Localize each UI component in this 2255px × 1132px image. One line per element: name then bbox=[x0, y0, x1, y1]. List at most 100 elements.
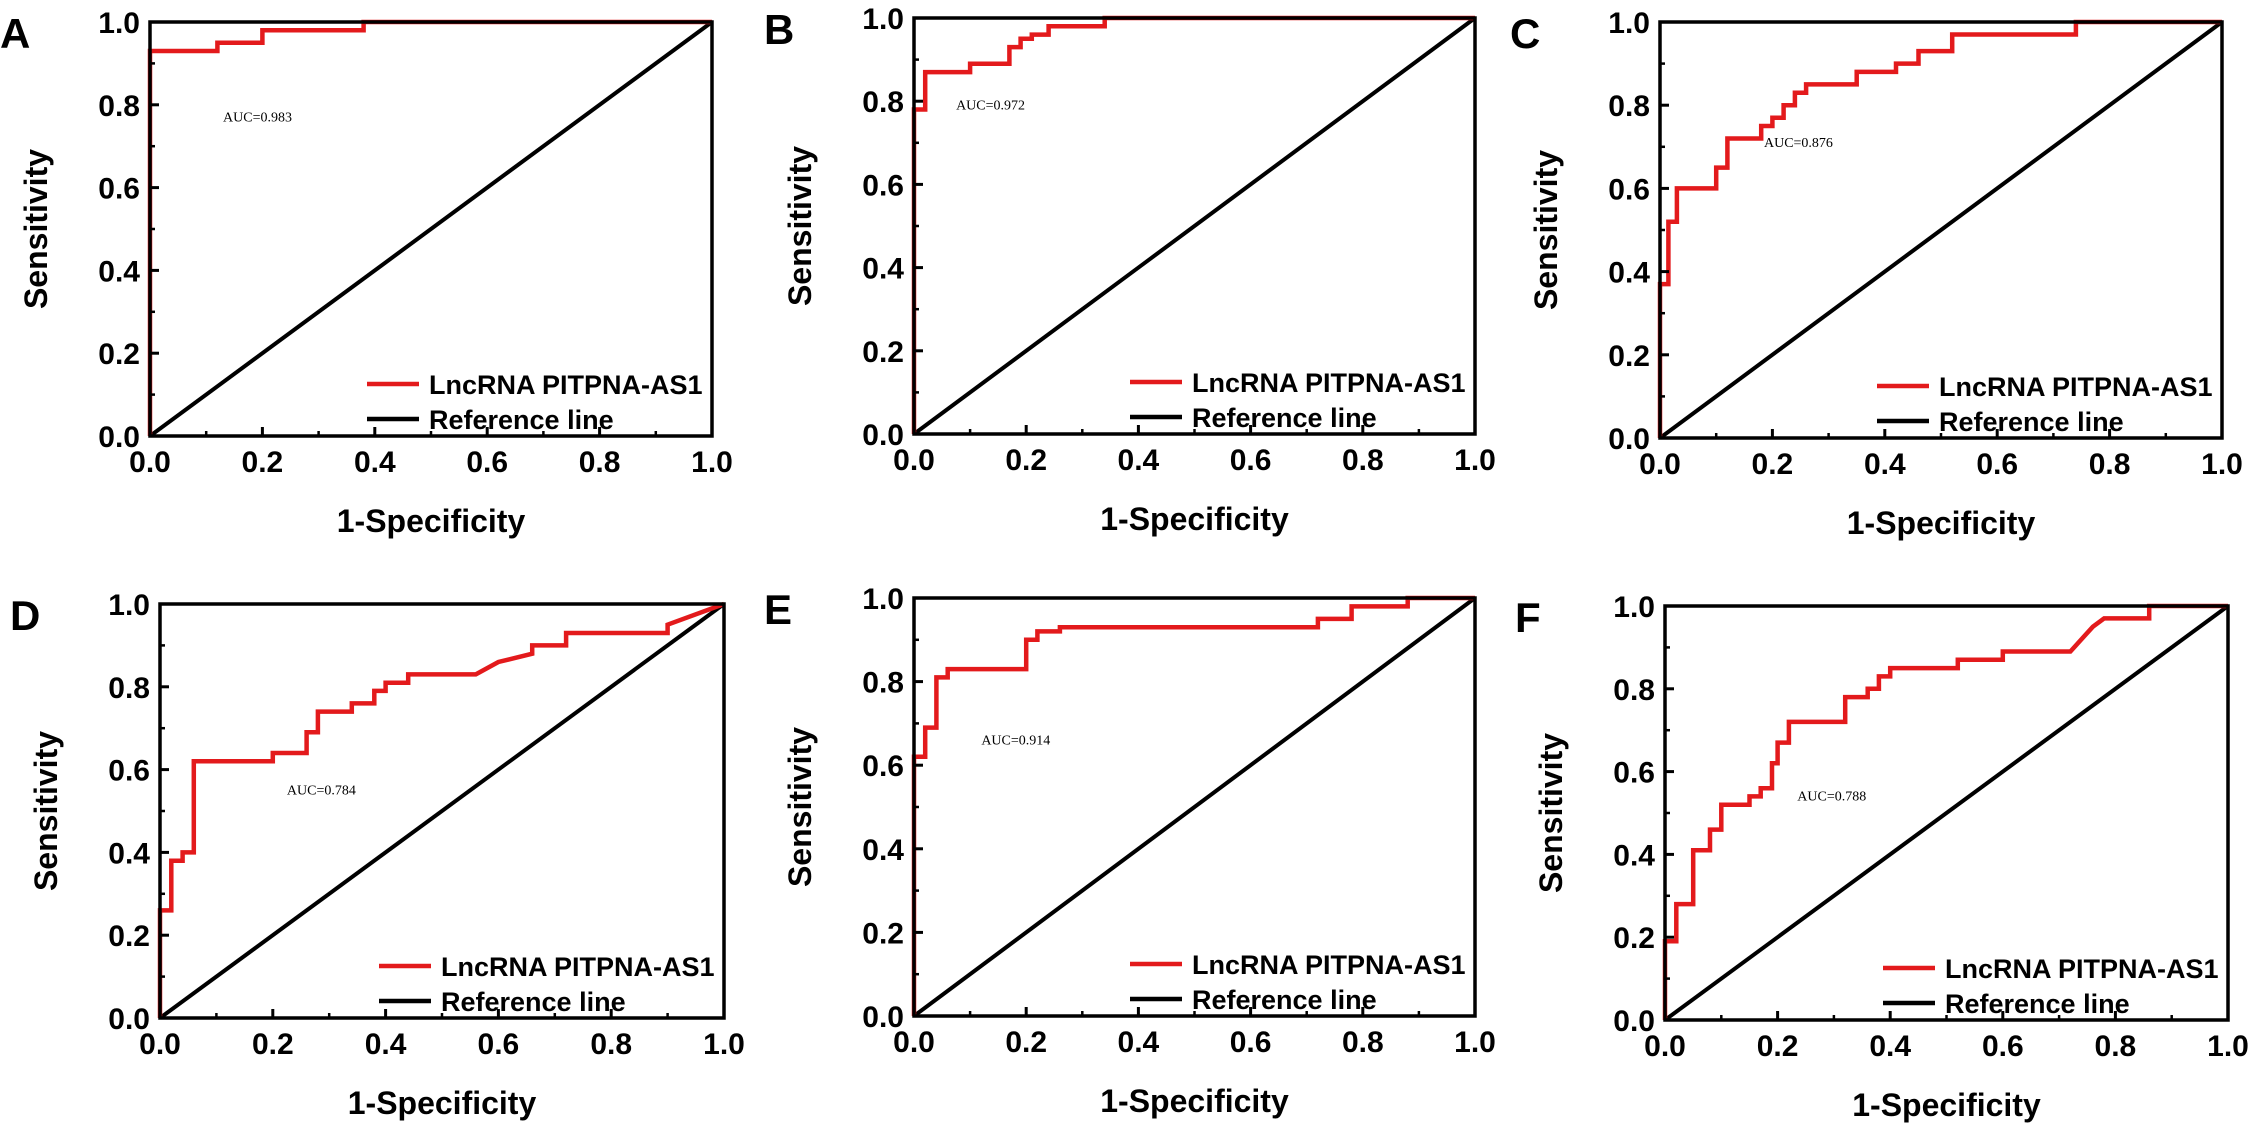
auc-annotation: AUC=0.788 bbox=[1797, 790, 1866, 805]
x-tick-label: 0.8 bbox=[1342, 444, 1384, 477]
y-tick-label: 0.8 bbox=[1608, 90, 1650, 123]
y-axis-title: Sensitivity bbox=[1533, 733, 1569, 893]
auc-annotation: AUC=0.983 bbox=[223, 110, 292, 125]
y-tick-label: 0.2 bbox=[98, 338, 140, 371]
x-tick-label: 0.8 bbox=[590, 1028, 632, 1061]
x-axis-title: 1-Specificity bbox=[1847, 505, 2036, 541]
y-tick-label: 0.0 bbox=[108, 1003, 150, 1036]
x-tick-label: 0.2 bbox=[1752, 448, 1794, 481]
x-axis-title: 1-Specificity bbox=[1100, 501, 1289, 537]
panel-letter-f: F bbox=[1515, 594, 1541, 641]
y-tick-label: 0.4 bbox=[108, 837, 150, 870]
x-tick-label: 0.4 bbox=[365, 1028, 407, 1061]
y-tick-label: 0.8 bbox=[862, 667, 904, 700]
x-tick-label: 0.0 bbox=[893, 1026, 935, 1059]
y-tick-label: 0.6 bbox=[862, 750, 904, 783]
roc-curve-line bbox=[911, 15, 1475, 434]
y-tick-label: 0.0 bbox=[1608, 423, 1650, 456]
y-tick-label: 0.4 bbox=[98, 255, 140, 288]
x-tick-label: 0.8 bbox=[1342, 1026, 1384, 1059]
x-tick-label: 1.0 bbox=[691, 446, 733, 479]
y-tick-label: 0.6 bbox=[108, 755, 150, 788]
x-tick-label: 0.4 bbox=[354, 446, 396, 479]
y-tick-label: 0.0 bbox=[98, 421, 140, 454]
roc-curve-line bbox=[147, 19, 712, 436]
legend: LncRNA PITPNA-AS1 Reference line bbox=[367, 370, 703, 435]
x-tick-label: 0.2 bbox=[252, 1028, 294, 1061]
reference-line bbox=[1658, 20, 2224, 440]
x-tick-label: 1.0 bbox=[2201, 448, 2243, 481]
auc-annotation: AUC=0.876 bbox=[1764, 136, 1833, 151]
panel-letter-c: C bbox=[1510, 10, 1540, 57]
y-tick-label: 0.0 bbox=[862, 1001, 904, 1034]
legend-label-reference: Reference line bbox=[441, 987, 626, 1017]
x-tick-label: 0.6 bbox=[1230, 444, 1272, 477]
y-tick-label: 0.6 bbox=[1613, 757, 1655, 790]
reference-line bbox=[148, 20, 714, 438]
x-tick-label: 0.4 bbox=[1869, 1030, 1911, 1063]
y-tick-label: 0.6 bbox=[862, 169, 904, 202]
legend: LncRNA PITPNA-AS1 Reference line bbox=[379, 952, 715, 1017]
y-tick-label: 0.6 bbox=[1608, 173, 1650, 206]
roc-panel-f: F 0.0 0.2 0.4 0.6 0.8 1.0 0.0 0.2 0.4 0.6 0.8 1.0 1-S… bbox=[1515, 591, 2249, 1123]
x-tick-label: 0.0 bbox=[129, 446, 171, 479]
reference-line bbox=[158, 602, 726, 1020]
panel-letter-b: B bbox=[764, 6, 794, 53]
legend: LncRNA PITPNA-AS1 Reference line bbox=[1883, 954, 2219, 1019]
y-tick-label: 0.2 bbox=[862, 336, 904, 369]
x-tick-label: 0.8 bbox=[579, 446, 621, 479]
legend-label-reference: Reference line bbox=[1192, 403, 1377, 433]
legend-label-reference: Reference line bbox=[429, 405, 614, 435]
y-tick-label: 0.4 bbox=[1608, 257, 1650, 290]
roc-panel-e: E 0.0 0.2 0.4 0.6 0.8 1.0 0.0 0.2 0.4 0.6 0.8 1.0 1-S… bbox=[764, 583, 1496, 1119]
reference-line bbox=[912, 596, 1477, 1018]
legend-label-reference: Reference line bbox=[1945, 989, 2130, 1019]
legend: LncRNA PITPNA-AS1 Reference line bbox=[1130, 368, 1466, 433]
x-axis-title: 1-Specificity bbox=[337, 503, 526, 539]
x-tick-label: 1.0 bbox=[1454, 1026, 1496, 1059]
legend-label-roc: LncRNA PITPNA-AS1 bbox=[1192, 950, 1466, 980]
y-tick-label: 1.0 bbox=[1613, 591, 1655, 624]
x-tick-label: 0.0 bbox=[1639, 448, 1681, 481]
legend-label-roc: LncRNA PITPNA-AS1 bbox=[441, 952, 715, 982]
y-tick-label: 0.8 bbox=[1613, 674, 1655, 707]
x-axis-title: 1-Specificity bbox=[348, 1085, 537, 1121]
y-tick-label: 1.0 bbox=[862, 583, 904, 616]
y-tick-label: 0.2 bbox=[1613, 922, 1655, 955]
x-tick-label: 0.4 bbox=[1118, 444, 1160, 477]
x-tick-label: 1.0 bbox=[2207, 1030, 2249, 1063]
y-tick-label: 0.6 bbox=[98, 173, 140, 206]
x-tick-label: 0.8 bbox=[2089, 448, 2131, 481]
legend-label-reference: Reference line bbox=[1939, 407, 2124, 437]
y-tick-label: 0.4 bbox=[1613, 839, 1655, 872]
panel-letter-e: E bbox=[764, 586, 792, 633]
roc-curve-line bbox=[1657, 19, 2222, 438]
roc-curve-line bbox=[1662, 603, 2228, 1020]
x-tick-label: 0.2 bbox=[242, 446, 284, 479]
y-tick-label: 1.0 bbox=[1608, 7, 1650, 40]
x-tick-label: 0.6 bbox=[1976, 448, 2018, 481]
y-tick-label: 0.0 bbox=[862, 419, 904, 452]
roc-panel-b: B 0.0 0.2 0.4 0.6 0.8 1.0 0.0 0.2 0.4 0.6 0.8 1.0 1-S… bbox=[764, 3, 1496, 537]
y-tick-label: 0.8 bbox=[862, 86, 904, 119]
panel-letter-d: D bbox=[10, 592, 40, 639]
y-tick-label: 1.0 bbox=[862, 3, 904, 36]
reference-line bbox=[912, 16, 1477, 436]
x-axis-title: 1-Specificity bbox=[1852, 1087, 2041, 1123]
legend-label-reference: Reference line bbox=[1192, 985, 1377, 1015]
x-tick-label: 0.0 bbox=[139, 1028, 181, 1061]
x-tick-label: 1.0 bbox=[703, 1028, 745, 1061]
x-tick-label: 0.8 bbox=[2095, 1030, 2137, 1063]
legend-label-roc: LncRNA PITPNA-AS1 bbox=[1939, 372, 2213, 402]
y-axis-title: Sensitivity bbox=[28, 731, 64, 891]
y-tick-label: 0.2 bbox=[862, 917, 904, 950]
legend: LncRNA PITPNA-AS1 Reference line bbox=[1877, 372, 2213, 437]
x-tick-label: 0.4 bbox=[1118, 1026, 1160, 1059]
reference-line bbox=[1663, 604, 2230, 1022]
y-tick-label: 1.0 bbox=[98, 7, 140, 40]
y-axis-title: Sensitivity bbox=[782, 727, 818, 887]
x-tick-label: 0.6 bbox=[478, 1028, 520, 1061]
x-tick-label: 0.2 bbox=[1005, 444, 1047, 477]
roc-panel-a: A 0.0 0.2 0.4 0.6 0.8 1.0 0.0 0.2 0.4 0.6 0.8 1.0 1-S… bbox=[0, 7, 733, 539]
